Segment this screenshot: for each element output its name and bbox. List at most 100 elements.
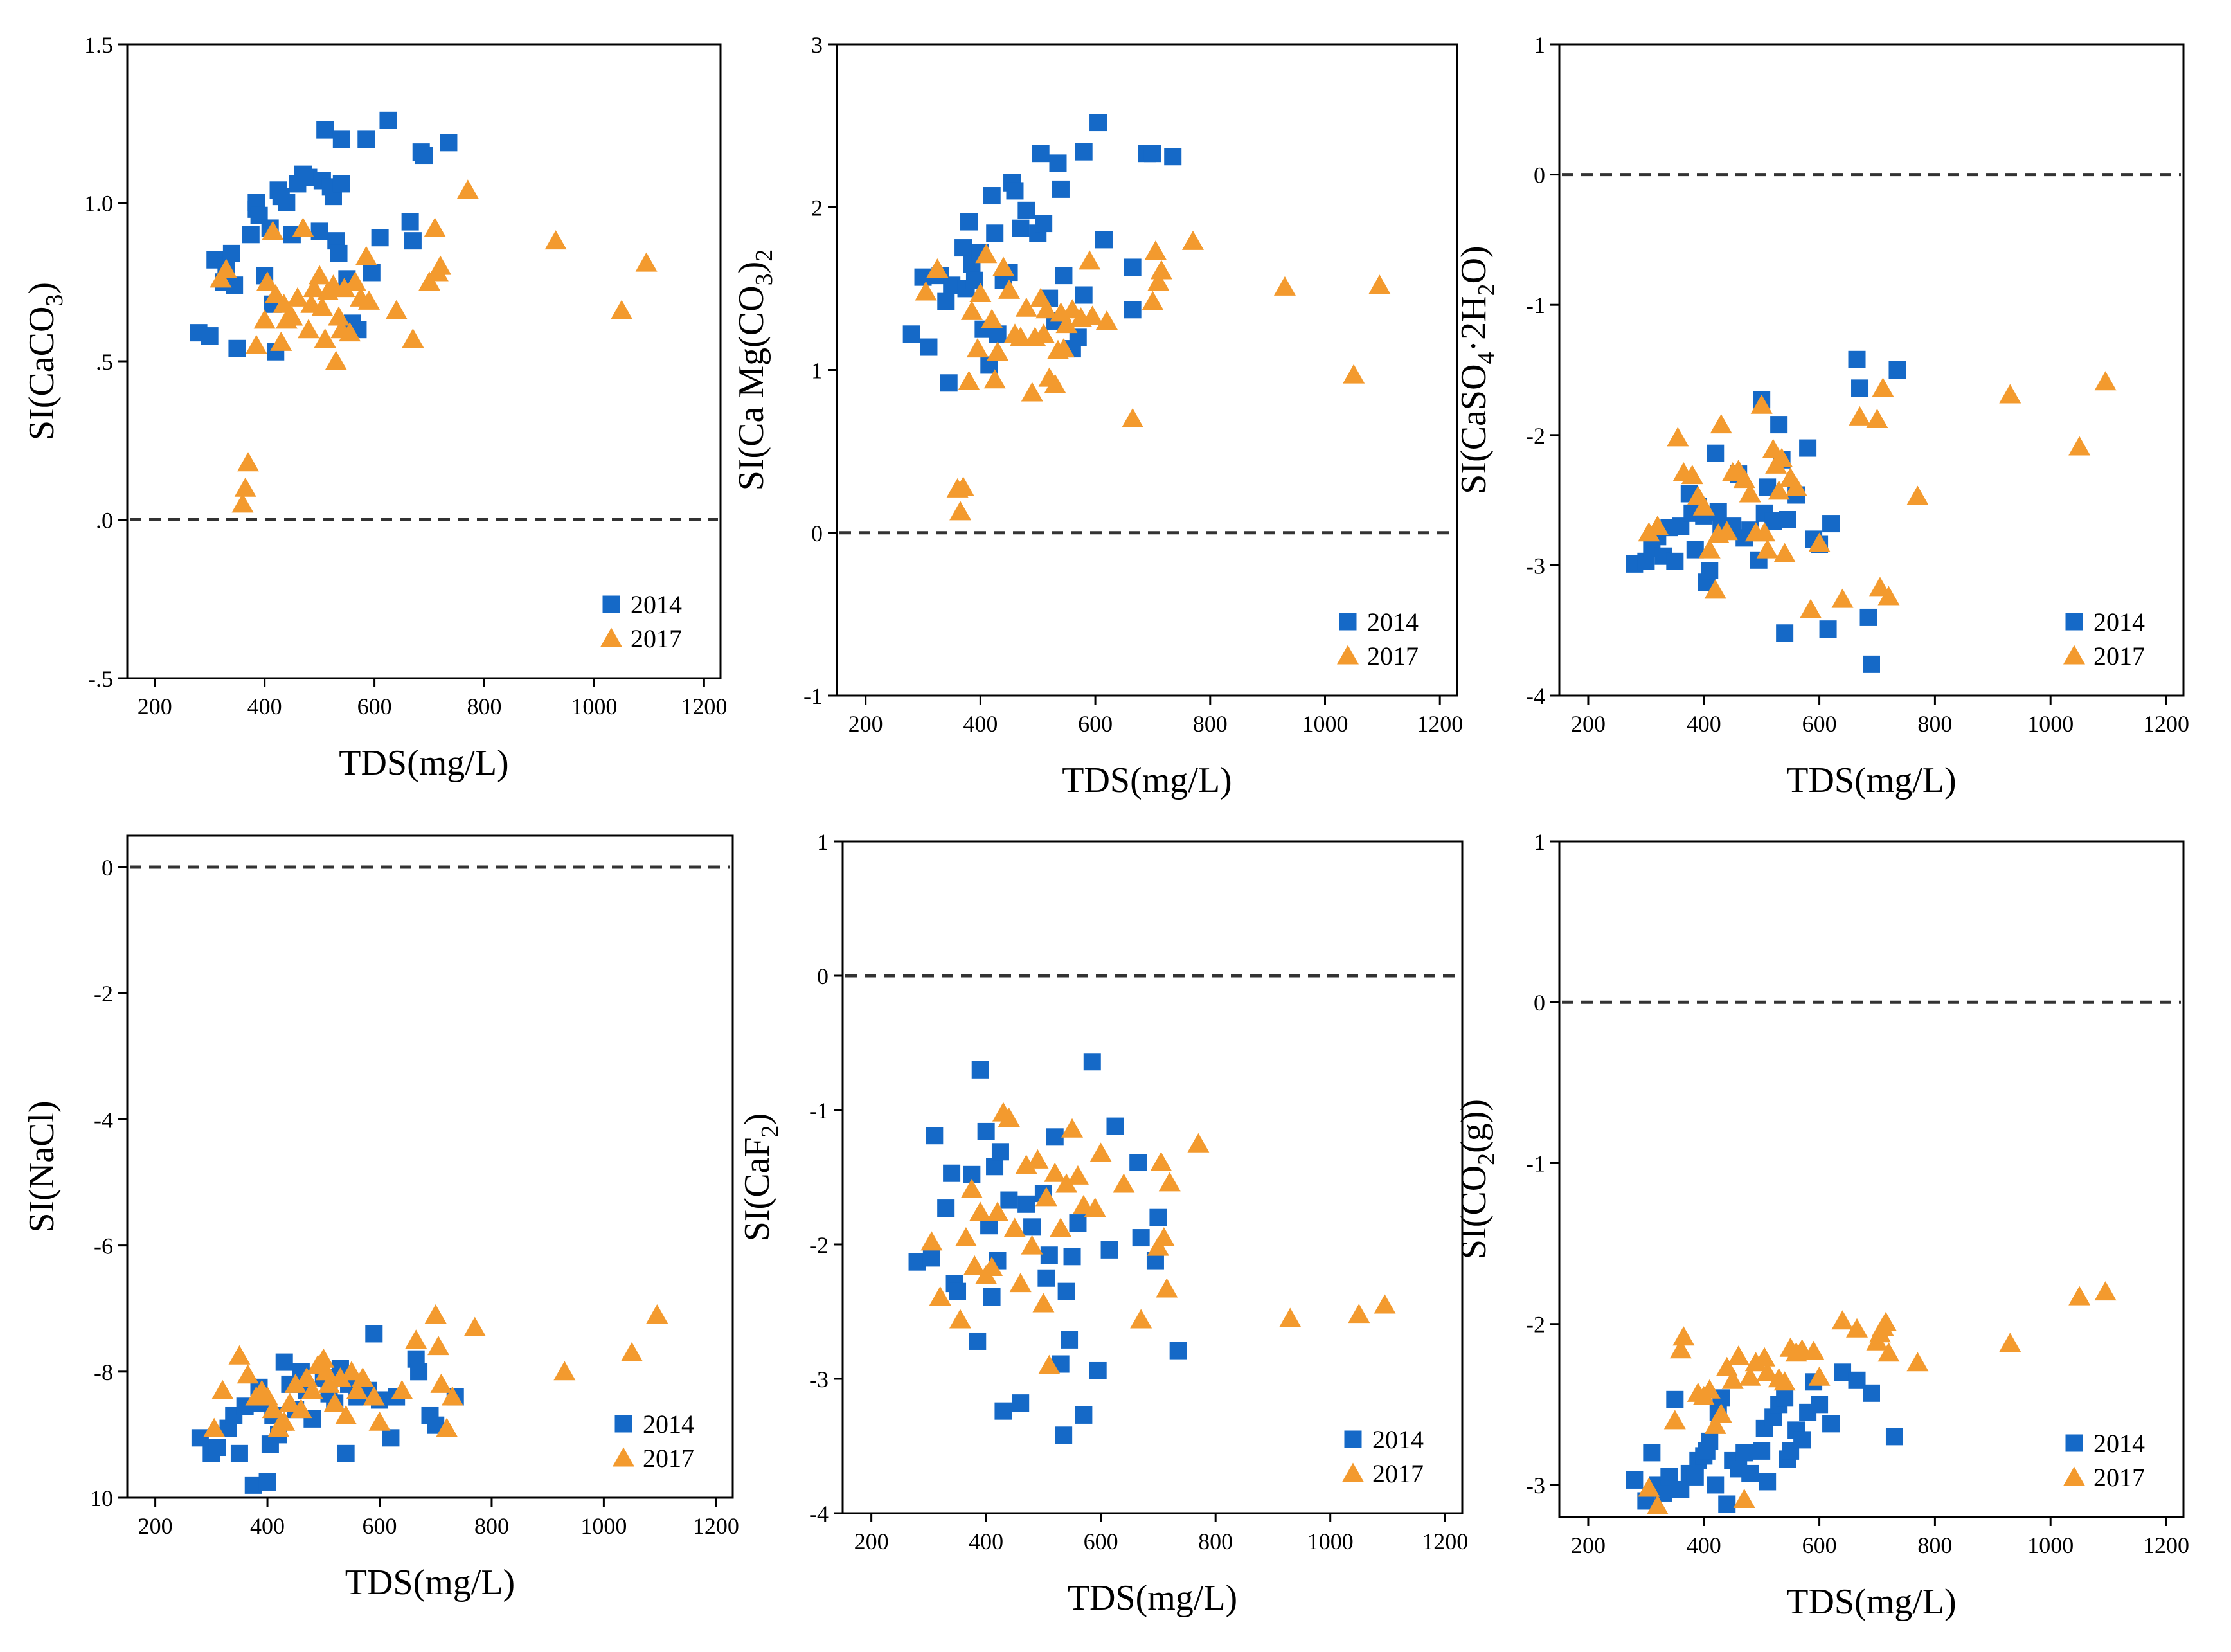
data-point-2017 bbox=[1032, 323, 1055, 343]
data-point-2017 bbox=[1877, 586, 1900, 606]
x-tick-label: 600 bbox=[1802, 1532, 1837, 1558]
data-point-2017 bbox=[346, 1379, 368, 1399]
data-point-2017 bbox=[312, 1348, 335, 1368]
series-2017 bbox=[920, 1102, 1396, 1374]
y-tick-label: -6 bbox=[94, 1234, 113, 1259]
data-point-2017 bbox=[1021, 1235, 1043, 1255]
data-point-2017 bbox=[1753, 1347, 1776, 1367]
data-point-2017 bbox=[1050, 1217, 1072, 1237]
data-point-2014 bbox=[1012, 1394, 1030, 1412]
data-point-2014 bbox=[1000, 1191, 1018, 1209]
data-point-2017 bbox=[215, 258, 237, 278]
data-point-2014 bbox=[242, 226, 260, 244]
data-point-2017 bbox=[1771, 447, 1793, 467]
y-tick-label: -4 bbox=[94, 1107, 113, 1133]
data-point-2017 bbox=[270, 331, 292, 351]
legend-label-2014: 2014 bbox=[2093, 1429, 2145, 1458]
data-point-2017 bbox=[352, 1367, 374, 1387]
x-tick-label: 800 bbox=[1198, 1529, 1233, 1554]
x-tick-label: 1000 bbox=[1302, 711, 1348, 737]
data-point-2017 bbox=[290, 1399, 312, 1419]
data-point-2017 bbox=[237, 1364, 259, 1384]
legend-marker-2014 bbox=[614, 1415, 632, 1433]
data-point-2017 bbox=[368, 1411, 391, 1431]
data-point-2017 bbox=[245, 334, 267, 354]
data-point-2017 bbox=[1003, 1217, 1026, 1237]
x-tick-label: 1200 bbox=[2143, 1532, 2189, 1558]
data-point-2017 bbox=[1181, 230, 1204, 250]
data-point-2014 bbox=[1643, 1444, 1661, 1462]
x-tick-label: 200 bbox=[848, 711, 883, 737]
data-point-2017 bbox=[335, 1405, 357, 1424]
data-point-2014 bbox=[1851, 379, 1869, 397]
x-tick-label: 1200 bbox=[1417, 711, 1463, 737]
data-point-2017 bbox=[228, 1345, 251, 1365]
data-point-2014 bbox=[1124, 258, 1142, 276]
data-point-2014 bbox=[954, 239, 972, 257]
data-point-2017 bbox=[363, 1386, 385, 1406]
data-point-2017 bbox=[281, 306, 303, 326]
y-axis-title: SI(CO2(g)) bbox=[1454, 1099, 1500, 1259]
data-point-2017 bbox=[949, 501, 972, 521]
data-point-2017 bbox=[1032, 1293, 1055, 1313]
y-tick-label: -2 bbox=[1526, 1312, 1545, 1338]
data-point-2014 bbox=[991, 1143, 1009, 1161]
data-point-2014 bbox=[983, 187, 1001, 205]
data-point-2014 bbox=[994, 1402, 1012, 1420]
data-point-2017 bbox=[1015, 1154, 1037, 1174]
x-tick-label: 400 bbox=[1687, 711, 1721, 737]
x-tick-label: 1200 bbox=[681, 694, 727, 719]
data-point-2014 bbox=[357, 130, 375, 148]
data-point-2017 bbox=[441, 1386, 463, 1406]
data-point-2017 bbox=[303, 278, 325, 298]
data-point-2017 bbox=[323, 1392, 346, 1412]
chart-panel-p3: 200 400 600 800 1000 1200 1 0 -1 -2 -3 -4 TDS(mg/L) S… bbox=[1454, 32, 2189, 800]
x-tick-label: 1000 bbox=[580, 1513, 627, 1539]
data-point-2017 bbox=[952, 476, 974, 496]
data-point-2014 bbox=[1885, 1428, 1903, 1446]
data-point-2017 bbox=[954, 1227, 977, 1247]
data-point-2014 bbox=[410, 1363, 428, 1381]
x-tick-label: 600 bbox=[1078, 711, 1113, 737]
y-tick-label: 2 bbox=[811, 195, 823, 220]
y-tick-label: 1.0 bbox=[84, 191, 113, 217]
x-tick-label: 400 bbox=[247, 694, 282, 719]
data-point-2017 bbox=[1009, 1273, 1032, 1293]
y-tick-label: .5 bbox=[96, 349, 113, 375]
x-tick-label: 1000 bbox=[2027, 711, 2074, 737]
data-point-2014 bbox=[415, 147, 433, 165]
data-point-2017 bbox=[2068, 436, 2091, 456]
data-point-2017 bbox=[1095, 310, 1118, 330]
data-point-2014 bbox=[310, 222, 328, 240]
data-point-2017 bbox=[963, 1255, 986, 1275]
data-point-2017 bbox=[1142, 291, 1164, 310]
y-axis-title: SI(CaCO3) bbox=[22, 282, 68, 440]
data-point-2017 bbox=[621, 1342, 643, 1361]
data-point-2014 bbox=[1822, 1415, 1840, 1433]
legend-label-2014: 2014 bbox=[1367, 607, 1419, 636]
data-point-2017 bbox=[1750, 394, 1773, 414]
data-point-2014 bbox=[1012, 219, 1030, 237]
data-point-2017 bbox=[1727, 1345, 1750, 1365]
chart-panel-p6: 200 400 600 800 1000 1200 1 0 -1 -2 -3 TDS(mg/L) SI(… bbox=[1454, 829, 2189, 1622]
data-point-2017 bbox=[329, 1367, 352, 1387]
data-point-2014 bbox=[1046, 1128, 1064, 1146]
data-point-2017 bbox=[1150, 260, 1172, 280]
legend-marker-2017 bbox=[2063, 645, 2085, 665]
data-point-2017 bbox=[1273, 276, 1296, 296]
data-point-2017 bbox=[1044, 373, 1066, 393]
data-point-2017 bbox=[1669, 1339, 1692, 1359]
data-point-2017 bbox=[1066, 1165, 1089, 1185]
data-point-2014 bbox=[230, 1444, 248, 1462]
data-point-2017 bbox=[1038, 1354, 1061, 1374]
x-tick-label: 600 bbox=[357, 694, 392, 719]
data-point-2017 bbox=[1348, 1304, 1370, 1324]
legend-marker-2014 bbox=[2065, 613, 2083, 631]
legend-label-2017: 2017 bbox=[631, 624, 682, 653]
data-point-2017 bbox=[969, 1201, 992, 1221]
data-point-2017 bbox=[987, 341, 1009, 361]
data-point-2017 bbox=[284, 1373, 307, 1393]
y-tick-label: 10 bbox=[90, 1486, 113, 1511]
data-point-2017 bbox=[1044, 1162, 1066, 1182]
legend-marker-2014 bbox=[1344, 1430, 1362, 1448]
